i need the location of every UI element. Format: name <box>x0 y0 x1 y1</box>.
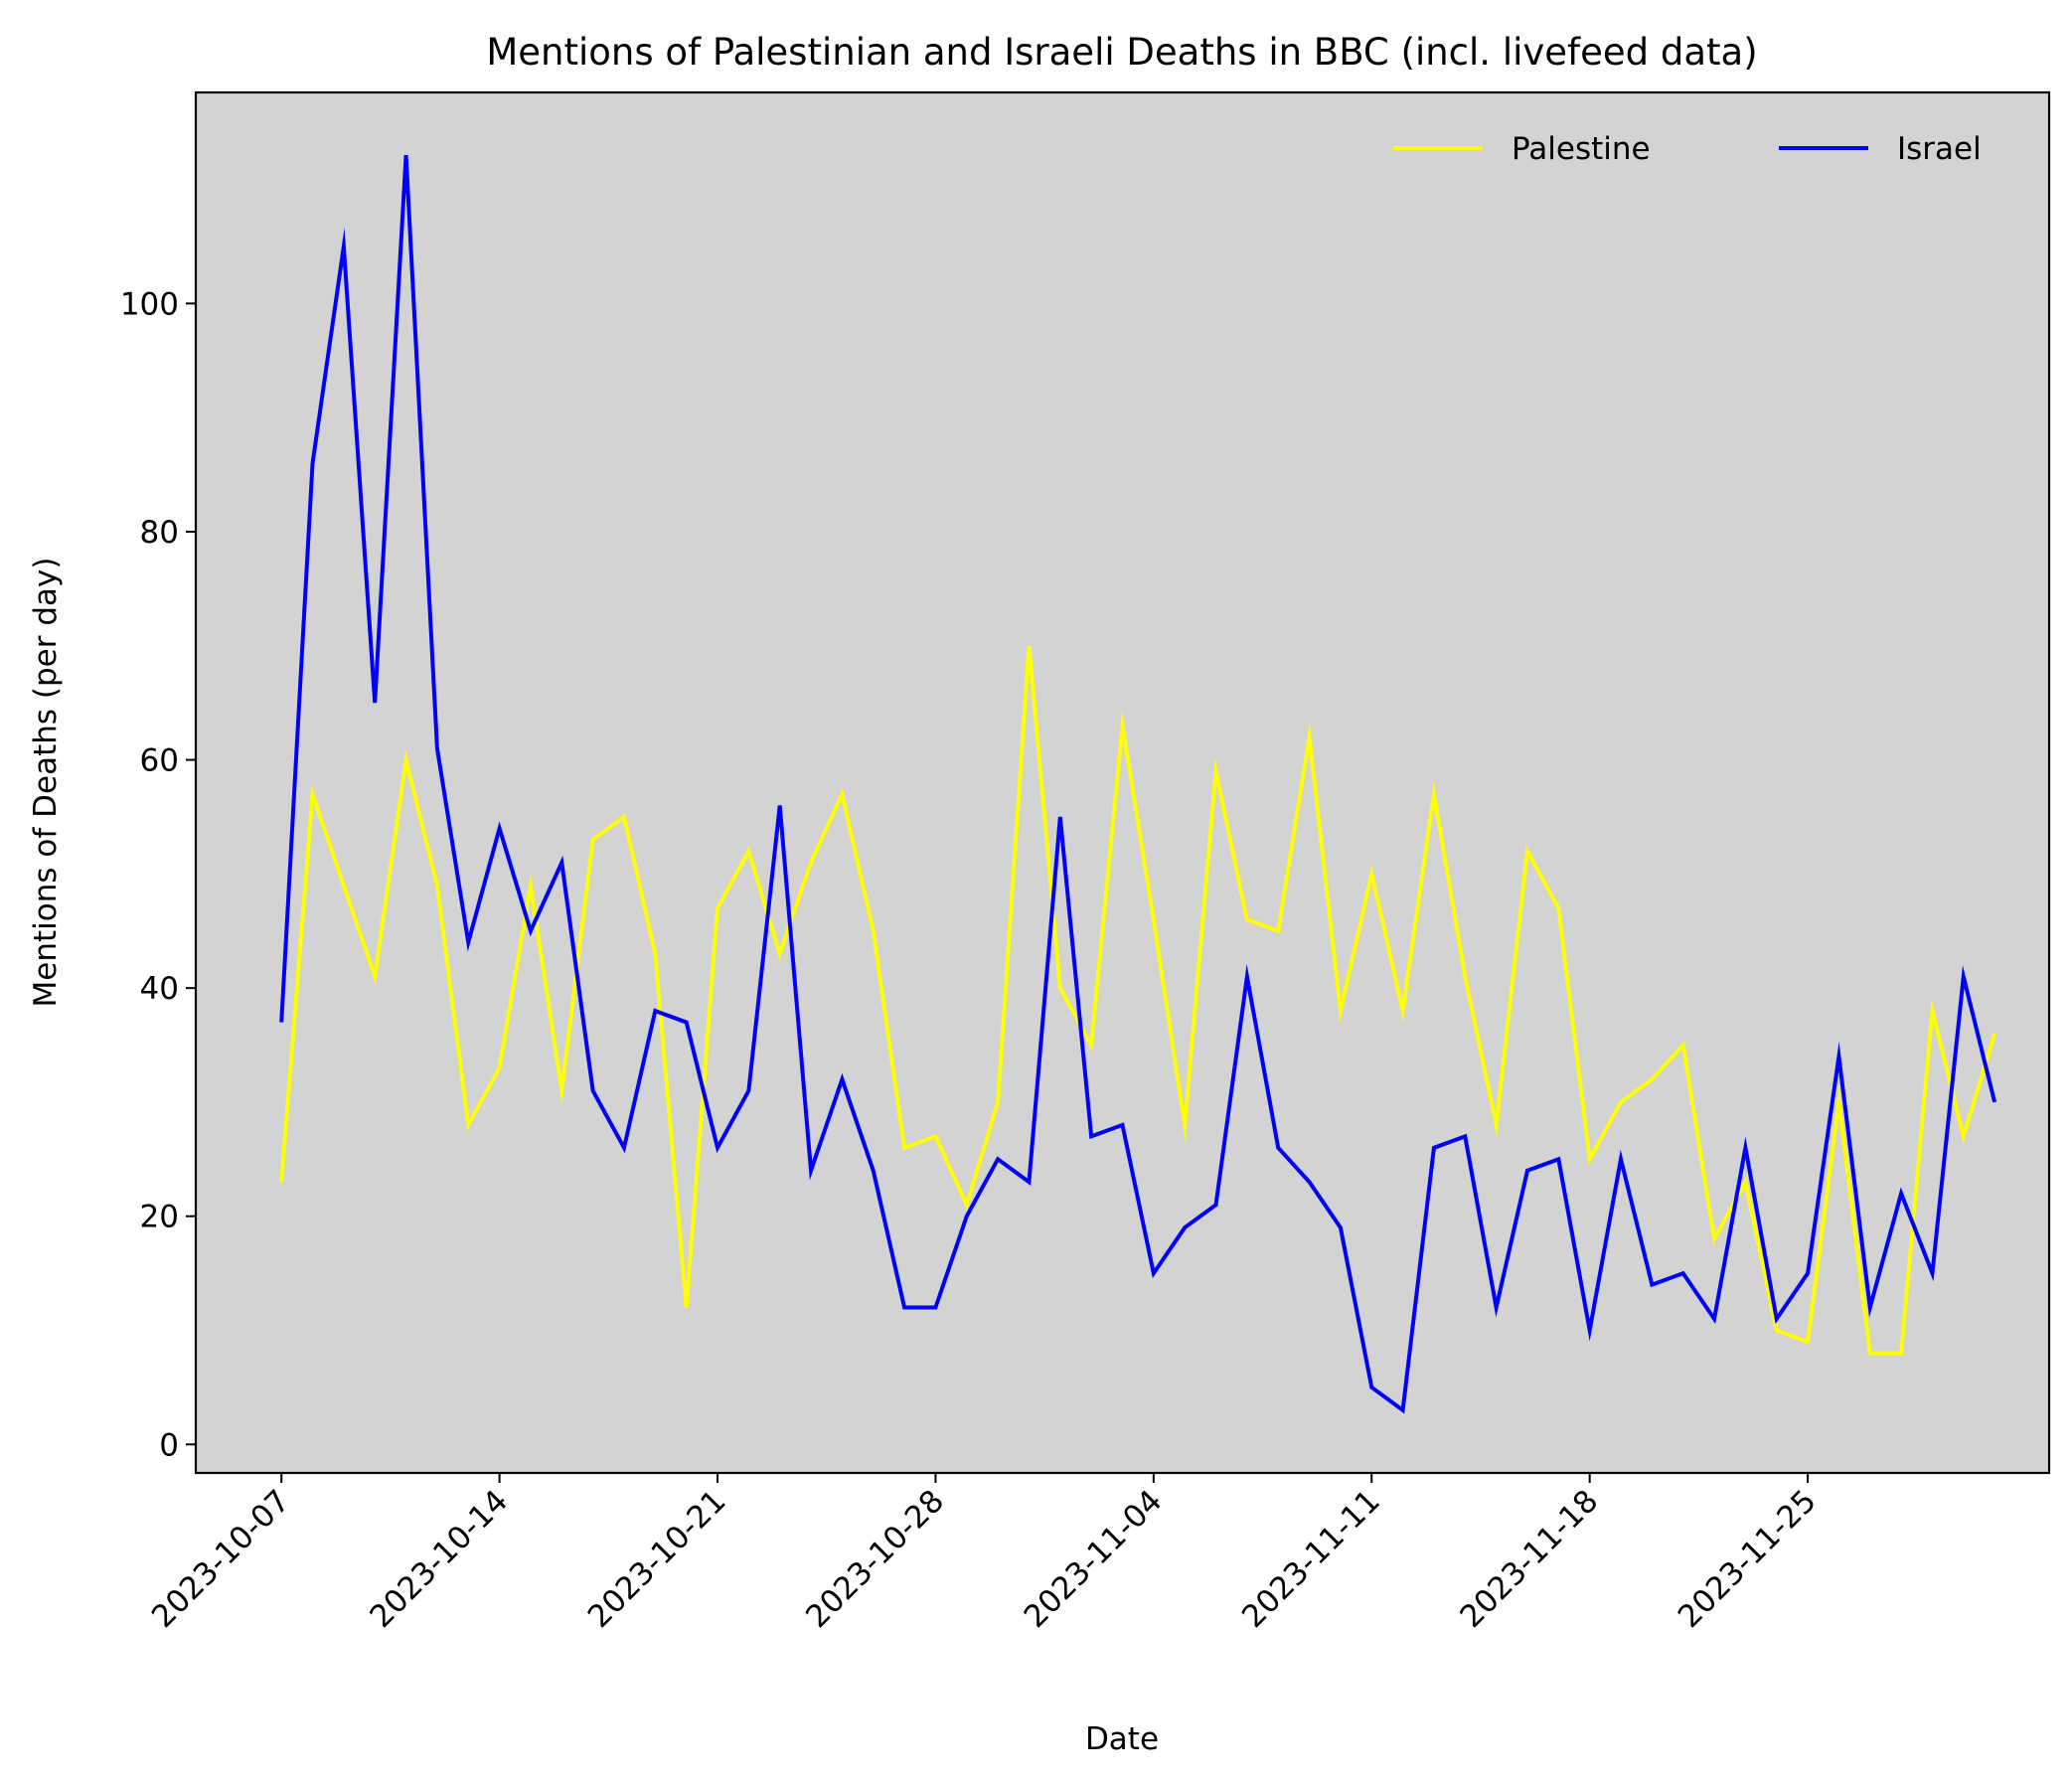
x-tick-label: 2023-10-28 <box>799 1483 951 1635</box>
x-tick-label: 2023-11-18 <box>1453 1483 1605 1635</box>
x-tick-label: 2023-10-14 <box>363 1483 515 1635</box>
series-line-palestine <box>279 645 1997 1356</box>
y-tick-label: 20 <box>140 1200 179 1235</box>
x-tick-label: 2023-11-11 <box>1235 1483 1387 1635</box>
legend-label-israel: Israel <box>1897 131 1982 167</box>
series-line-israel <box>279 155 1997 1414</box>
series-lines <box>279 155 1997 1414</box>
y-tick-label: 40 <box>140 971 179 1007</box>
y-tick-label: 100 <box>120 286 179 322</box>
x-tick-label: 2023-10-07 <box>145 1483 297 1635</box>
x-tick-label: 2023-11-04 <box>1018 1483 1170 1635</box>
plot-frame <box>194 90 2051 1475</box>
x-tick-label: 2023-11-25 <box>1672 1483 1824 1635</box>
legend: Palestine Israel <box>1393 131 1982 167</box>
y-tick-label: 0 <box>159 1427 179 1463</box>
y-axis-label: Mentions of Deaths (per day) <box>28 558 64 1008</box>
x-tick-label: 2023-10-21 <box>581 1483 733 1635</box>
chart-title: Mentions of Palestinian and Israeli Deat… <box>486 31 1757 74</box>
y-tick-label: 80 <box>140 515 179 551</box>
y-tick-label: 60 <box>140 743 179 779</box>
plot-area <box>196 92 2049 1473</box>
legend-label-palestine: Palestine <box>1512 131 1651 167</box>
x-axis-label: Date <box>1085 1721 1159 1757</box>
